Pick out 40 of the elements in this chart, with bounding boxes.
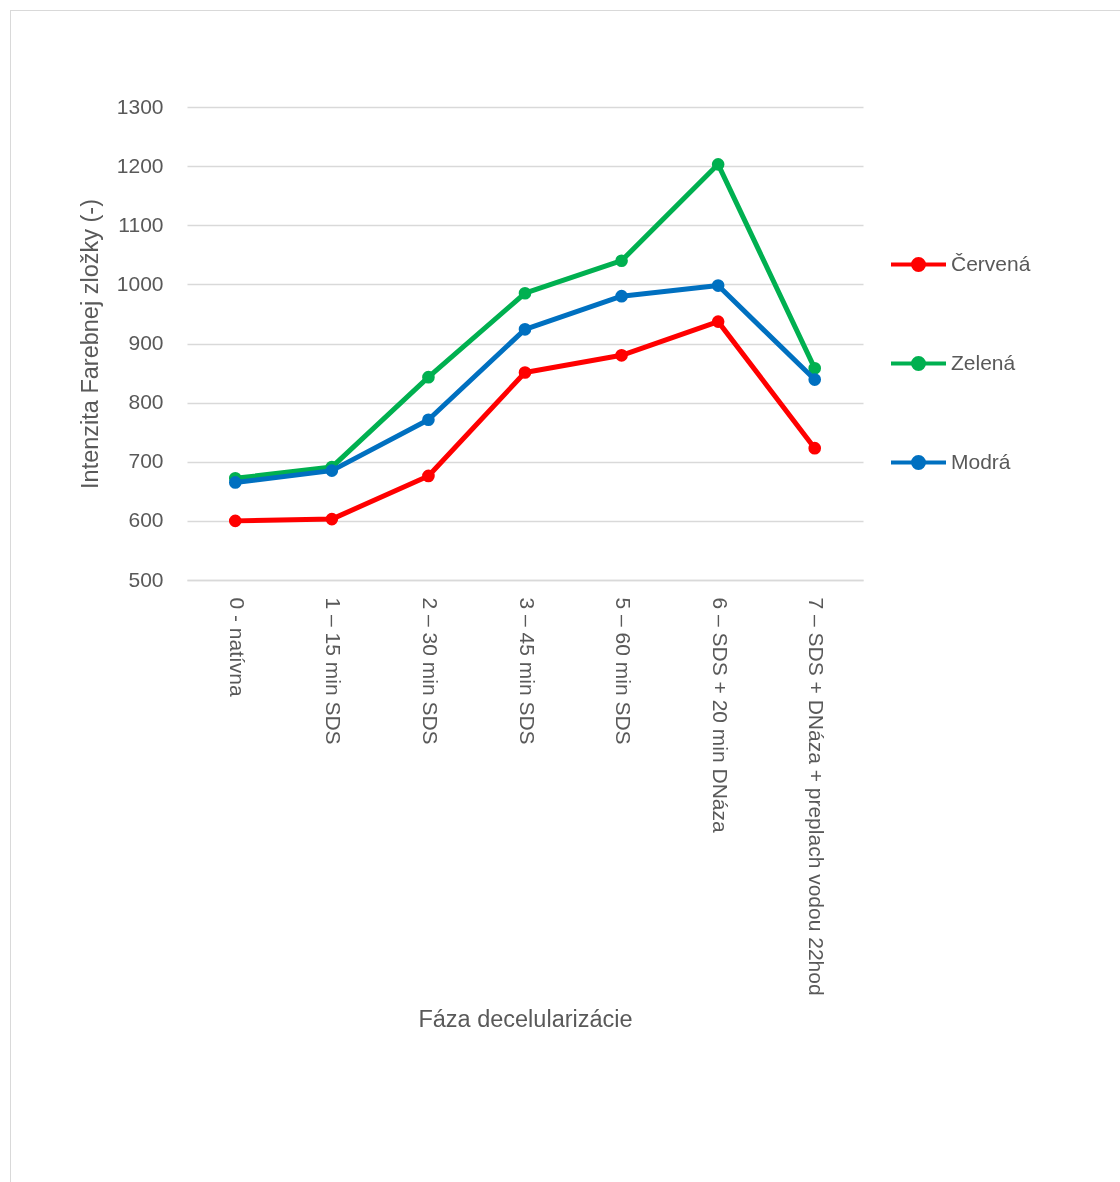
point	[615, 254, 628, 268]
y-tick-label: 1200	[116, 153, 164, 177]
point	[808, 373, 822, 386]
point	[615, 349, 628, 362]
point	[228, 476, 242, 489]
x-tick-label: 2 – 30 min SDS	[418, 597, 442, 745]
y-tick-label: 700	[128, 449, 164, 473]
y-tick-label: 500	[128, 567, 164, 591]
y-tick-label: 600	[128, 508, 164, 532]
y-tick-label: 800	[128, 390, 164, 414]
point	[325, 512, 339, 526]
x-tick-label: 1 – 15 min SDS	[322, 597, 346, 745]
point	[711, 315, 725, 328]
point	[711, 158, 725, 171]
y-tick-label: 1100	[118, 212, 164, 236]
point	[518, 323, 532, 336]
point	[422, 469, 435, 483]
legend-label: Červená	[951, 251, 1031, 275]
point	[808, 362, 822, 375]
legend-label: Zelená	[951, 350, 1016, 374]
x-tick-label: 3 – 45 min SDS	[515, 597, 539, 745]
x-tick-label: 5 – 60 min SDS	[612, 597, 636, 745]
point	[615, 289, 628, 303]
point	[518, 366, 532, 379]
x-tick-label: 0 - natívna	[225, 597, 249, 698]
legend-label: Modrá	[951, 449, 1011, 473]
y-tick-label: 1000	[116, 271, 164, 295]
y-tick-label: 900	[128, 331, 164, 354]
point	[518, 286, 532, 300]
x-tick-label: 7 – SDS + DNáza + preplach vodou 22hod	[805, 597, 829, 996]
x-tick-label: 6 – SDS + 20 min DNáza	[708, 597, 732, 834]
point	[325, 464, 339, 477]
point	[422, 370, 435, 384]
y-tick-label: 1300	[116, 94, 164, 118]
x-axis-title: Fáza decelularizácie	[418, 1005, 633, 1032]
y-axis-title: Intenzita Farebnej zložky (-)	[76, 199, 103, 489]
point	[422, 413, 435, 427]
point	[808, 441, 822, 455]
point	[228, 514, 242, 528]
point	[711, 279, 725, 292]
